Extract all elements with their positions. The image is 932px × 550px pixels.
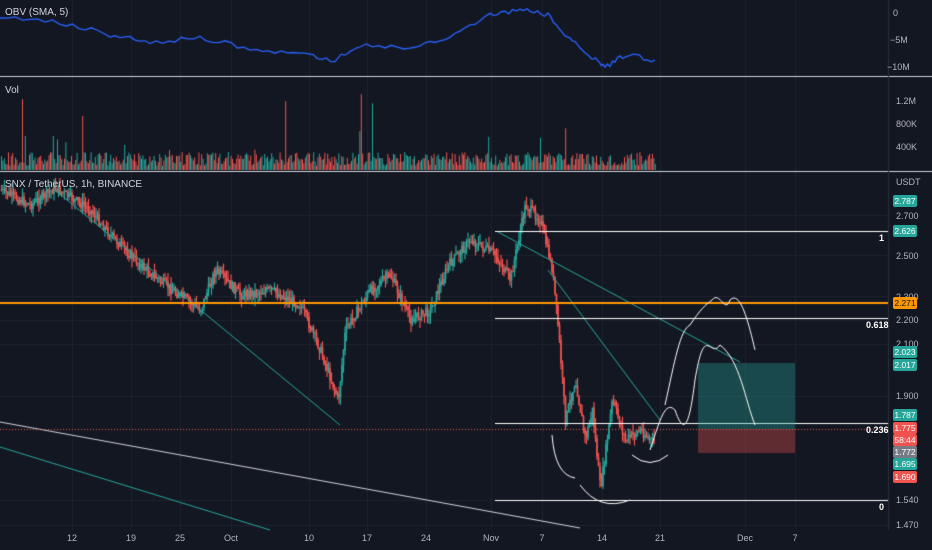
price-axis-tick: 1.540 [896,495,919,505]
time-axis-tick: 24 [420,533,432,543]
time-axis-tick: Dec [736,533,754,543]
price-tag-target-b: 2.017 [893,359,917,371]
price-tag-fib-one: 2.626 [893,225,917,237]
obv-axis-tick: 0 [893,8,899,18]
time-axis-tick: 7 [539,533,545,543]
fib-level-label: 0 [879,502,885,512]
price-tag-last-price: 1.775 [893,422,917,434]
time-axis-tick: Nov [482,533,500,543]
fib-level-label: 0.236 [866,425,889,435]
price-axis-tick: 2.200 [896,315,919,325]
price-axis-tick: 1.900 [896,391,919,401]
volume-indicator-label[interactable]: Vol [5,85,19,96]
time-axis-tick: 14 [596,533,608,543]
obv-axis-tick: −5M [890,35,908,45]
price-tag-level-b: 1.695 [893,458,917,470]
time-axis-tick: Oct [223,533,239,543]
fib-level-label: 0.618 [866,320,889,330]
price-tag-target-a: 2.023 [893,346,917,358]
price-axis-tick: 2.500 [896,251,919,261]
price-axis-tick: 2.700 [896,211,919,221]
time-axis-tick: 21 [654,533,666,543]
fib-level-label: 1 [879,233,885,243]
time-axis-tick: 19 [125,533,137,543]
price-tag-level-a: 1.787 [893,409,917,421]
price-tag-bid: 1.772 [893,446,917,458]
price-tag-horizontal-line: 2.271 [893,297,917,309]
symbol-label[interactable]: SNX / TetherUS, 1h, BINANCE [5,179,143,190]
volume-axis-tick: 800K [896,119,918,129]
time-axis-tick: 12 [66,533,78,543]
price-axis-currency[interactable]: USDT [896,177,921,187]
volume-axis-tick: 1.2M [896,96,917,106]
obv-indicator-label[interactable]: OBV (SMA, 5) [5,7,69,18]
countdown-badge: 58:44 [893,434,917,446]
volume-axis-tick: 400K [896,142,918,152]
price-axis-tick: 1.470 [896,520,919,530]
price-tag-stop: 1.690 [893,471,917,483]
price-axis-tick: 2.100 [896,339,919,349]
time-axis-tick: 10 [303,533,315,543]
price-tag-high: 2.787 [893,195,917,207]
time-axis-tick: 25 [174,533,186,543]
obv-axis-tick: −10M [887,62,910,72]
time-axis-tick: 17 [361,533,373,543]
time-axis-tick: 7 [792,533,798,543]
